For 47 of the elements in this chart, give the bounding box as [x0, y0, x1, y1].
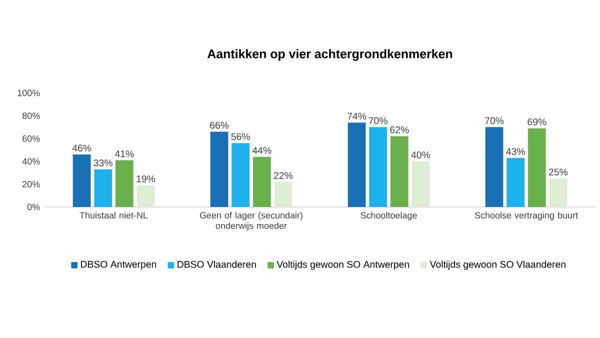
bar [252, 156, 271, 207]
data-label: 43% [506, 148, 525, 155]
data-label: 62% [390, 126, 409, 134]
bar [94, 169, 112, 207]
legend-label: DBSO Vlaanderen [178, 260, 256, 268]
data-label: 40% [411, 152, 430, 158]
data-label: 69% [528, 118, 546, 126]
y-tick-label: 20% [22, 181, 40, 188]
data-label: 70% [368, 117, 388, 124]
data-label: 22% [274, 172, 293, 179]
bar [210, 132, 228, 207]
x-tick-label: Geen of lager (secundair) onderwijs moeder [200, 212, 302, 231]
x-tick-label: Schooltoelage [360, 212, 417, 220]
y-tick-label: 80% [22, 112, 40, 119]
bar [232, 143, 250, 207]
data-label: 41% [114, 150, 134, 158]
chart-title: Aantikken op vier achtergrondkenmerken [207, 49, 452, 61]
data-label: 46% [72, 144, 92, 152]
data-label: 56% [231, 133, 250, 140]
data-label: 19% [136, 175, 156, 182]
bar [274, 182, 292, 207]
data-label: 33% [94, 159, 112, 166]
y-tick-label: 0% [27, 204, 40, 210]
x-tick-label: Schoolse vertraging buurt [474, 212, 578, 220]
data-label: 66% [210, 122, 229, 129]
bar [115, 160, 134, 207]
x-tick-label: Thuistaal niet-NL [80, 212, 148, 218]
y-tick-label: 40% [22, 158, 40, 165]
bar [528, 128, 546, 207]
data-label: 74% [348, 112, 366, 120]
bar [369, 127, 388, 207]
bar [412, 161, 430, 207]
y-tick-label: 100% [18, 90, 40, 96]
bar [506, 158, 525, 207]
data-label: 70% [485, 117, 504, 124]
y-tick-label: 60% [22, 135, 40, 142]
bar [485, 127, 504, 207]
bar [136, 185, 155, 207]
legend-label: Voltijds gewoon SO Antwerpen [276, 260, 409, 270]
bar [348, 122, 366, 207]
data-label: 44% [252, 147, 272, 154]
bar [549, 178, 568, 207]
legend-label: Voltijds gewoon SO Vlaanderen [430, 260, 566, 270]
bar [390, 136, 408, 207]
data-label: 25% [549, 168, 568, 176]
legend-label: DBSO Antwerpen [81, 260, 156, 270]
bar [72, 154, 91, 207]
